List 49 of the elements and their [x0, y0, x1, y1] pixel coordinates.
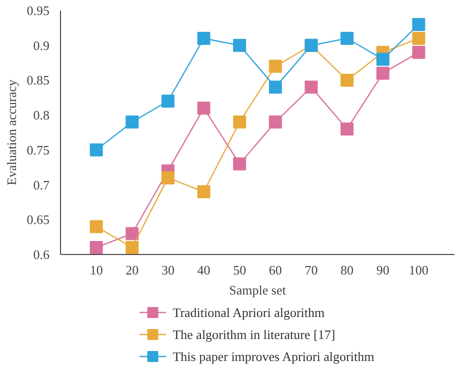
point	[197, 185, 210, 198]
point	[126, 116, 139, 129]
y-tick-label: 0.7	[33, 177, 50, 192]
x-axis-title: Sample set	[229, 282, 286, 298]
legend-label: The algorithm in literature [17]	[172, 327, 336, 342]
point	[268, 60, 282, 73]
x-tick-label: 30	[161, 262, 174, 278]
y-tick-label: 0.6	[33, 247, 50, 262]
point	[161, 171, 174, 184]
x-tick-label: 80	[340, 262, 354, 278]
point	[340, 32, 354, 45]
y-tick-label: 0.95	[26, 3, 50, 18]
x-tick-label: 40	[197, 262, 210, 278]
point	[268, 80, 282, 94]
point	[268, 116, 282, 129]
y-tick-label: 0.75	[26, 142, 50, 158]
point	[126, 227, 139, 240]
x-tick-label: 10	[90, 262, 103, 278]
point	[233, 38, 246, 52]
point	[161, 94, 174, 108]
point	[376, 66, 390, 80]
x-tick-label: 60	[268, 262, 282, 278]
point	[412, 46, 426, 59]
x-tick-label: 50	[233, 262, 246, 278]
y-tick-label: 0.85	[26, 72, 50, 88]
legend-label: Traditional Apriori algorithm	[172, 305, 325, 320]
point	[90, 143, 103, 156]
point	[90, 241, 103, 254]
point	[340, 74, 354, 87]
point	[233, 116, 246, 129]
y-tick-label: 0.9	[33, 38, 50, 53]
legend-label: This paper improves Apriori algorithm	[172, 349, 374, 364]
point	[340, 122, 354, 136]
x-tick-label: 70	[304, 262, 318, 278]
point	[412, 32, 426, 45]
x-tick-label: 90	[376, 262, 390, 278]
y-axis-title: Evaluation accuracy	[4, 79, 19, 186]
point	[197, 102, 210, 115]
y-tick-label: 0.8	[33, 108, 50, 123]
point	[304, 80, 318, 94]
y-tick-label: 0.65	[26, 212, 50, 228]
point	[412, 18, 426, 31]
x-tick-label: 20	[126, 262, 139, 278]
x-tick-label: 100	[408, 262, 428, 278]
point	[90, 220, 103, 234]
point	[126, 241, 139, 254]
point	[376, 52, 390, 66]
point	[197, 32, 210, 45]
point	[233, 157, 246, 170]
